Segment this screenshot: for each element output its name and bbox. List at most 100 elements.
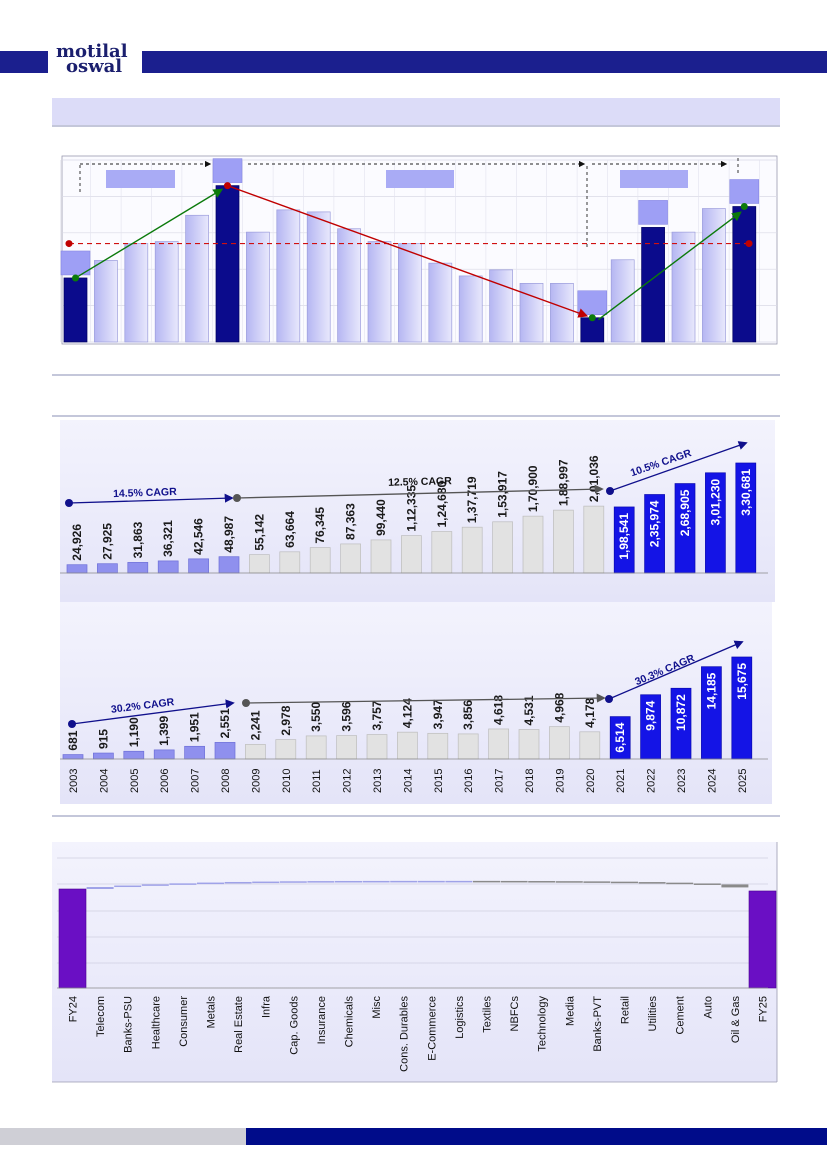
chart4-x-tick-label: Oil & Gas: [730, 996, 742, 1044]
chart3-value-label: 2,241: [248, 710, 262, 740]
chart1-average-dot: [65, 240, 73, 248]
chart4-bar: [86, 887, 114, 889]
chart3-bar: [62, 754, 84, 760]
section-heading-strip: [52, 98, 780, 125]
chart3-bar: [457, 733, 479, 760]
chart2-value-label: 27,925: [100, 523, 114, 560]
brand-line2: oswal: [66, 56, 123, 77]
chart2-cagr-label: 12.5% CAGR: [388, 475, 452, 489]
chart1-bar: [63, 277, 88, 343]
chart3-x-tick-label: 2019: [554, 769, 566, 793]
chart3-value-label: 915: [96, 729, 110, 749]
chart1-point: [740, 203, 748, 211]
chart1-bar: [276, 209, 301, 343]
chart1-bar: [580, 317, 605, 343]
chart3-value-label: 3,757: [370, 700, 384, 730]
chart4-x-tick-label: Logistics: [454, 996, 466, 1039]
chart3-value-label: 4,618: [492, 695, 506, 725]
chart2-bar: [309, 547, 331, 574]
chart3-value-label: 1,399: [157, 716, 171, 746]
chart2-bar: [340, 543, 361, 574]
chart2-cagr-arrow: [236, 484, 604, 499]
chart3-value-label: 9,874: [644, 700, 658, 730]
chart4-bar: [362, 880, 390, 883]
chart2-bar: [370, 539, 392, 574]
chart3-value-label: 15,675: [735, 663, 749, 700]
chart2-bar: [218, 556, 240, 574]
chart3-x-tick-label: 2024: [706, 769, 718, 793]
chart2-bar: [431, 531, 453, 574]
chart3-value-label: 4,178: [583, 697, 597, 727]
chart3-x-tick-label: 2005: [129, 769, 141, 793]
chart2-value-label: 1,88,997: [556, 459, 570, 506]
chart2-value-label: 48,987: [222, 516, 236, 553]
chart1-point: [588, 314, 596, 322]
chart4-x-tick-label: Misc: [371, 996, 383, 1019]
chart2-value-label: 76,345: [313, 507, 327, 544]
chart4-x-tick-label: Real Estate: [233, 996, 245, 1053]
chart3-x-tick-label: 2016: [463, 769, 475, 793]
chart4-x-tick-label: Chemicals: [344, 996, 356, 1048]
chart1-bar: [185, 214, 209, 343]
chart3-value-label: 681: [66, 730, 80, 750]
chart2-value-label: 3,30,681: [739, 469, 753, 516]
chart2-value-label: 99,440: [374, 499, 388, 536]
brand-line1: motilal: [56, 41, 128, 62]
chart4-bar: [473, 880, 500, 883]
chart4-x-tick-label: Auto: [702, 996, 714, 1019]
chart1-bar: [489, 269, 513, 343]
chart4-bar: [611, 881, 638, 884]
chart2-value-label: 36,321: [161, 520, 175, 557]
chart3-value-label: 2,551: [218, 708, 232, 738]
chart4-bar: [224, 881, 252, 884]
chart1-average-dot: [745, 240, 753, 248]
chart4-x-tick-label: Cons. Durables: [399, 996, 411, 1072]
chart1-up-arrow: [597, 211, 742, 321]
chart1-bar: [550, 283, 574, 343]
chart4-bar: [583, 881, 611, 883]
chart1-bar: [94, 260, 118, 343]
chart4-x-tick-label: Insurance: [316, 996, 328, 1044]
chart2-bar: [401, 535, 422, 574]
chart1-point: [72, 274, 79, 282]
chart4-bar: [555, 881, 583, 883]
chart2-value-label: 42,546: [192, 518, 206, 555]
chart4-bar: [197, 882, 224, 885]
chart2-bar: [97, 563, 118, 574]
chart1-bar: [702, 208, 726, 343]
chart1-bar: [337, 228, 361, 343]
chart1-bar: [458, 275, 483, 343]
chart3-x-tick-label: 2018: [524, 769, 536, 793]
footer-bar-grey: [0, 1128, 246, 1145]
chart1-value-label-box: [729, 179, 760, 204]
chart4-bar: [252, 881, 280, 884]
chart2-value-label: 1,70,900: [526, 465, 540, 512]
chart3-x-tick-label: 2004: [98, 769, 110, 793]
chart2-value-label: 31,863: [131, 521, 145, 558]
chart2-bar: [583, 505, 605, 574]
chart3-value-label: 1,951: [188, 712, 202, 742]
chart4-bar: [417, 880, 445, 883]
chart2-value-label: 1,98,541: [617, 513, 631, 560]
chart1-value-label-box: [212, 158, 243, 183]
chart2-bar: [461, 526, 483, 574]
chart4-bar: [335, 880, 362, 883]
chart3-cagr-start-dot: [242, 699, 250, 707]
chart2-bar: [553, 509, 574, 574]
chart3-value-label: 3,550: [309, 702, 323, 732]
chart4-x-tick-label: Technology: [537, 996, 549, 1052]
chart3-bar: [366, 734, 388, 760]
chart4-bar: [638, 882, 666, 884]
chart2-bar: [279, 551, 301, 574]
chart3-value-label: 3,947: [431, 699, 445, 729]
chart1-bar: [398, 243, 422, 343]
chart3-cagr-arrow: [245, 693, 606, 704]
chart1-bar: [154, 241, 179, 343]
chart4-bar: [528, 881, 556, 883]
chart4-bar: [307, 881, 335, 883]
chart2-bar: [66, 564, 88, 574]
chart1-up-arrow: [75, 188, 224, 279]
chart3-bar: [549, 726, 570, 760]
chart3-x-tick-label: 2007: [190, 769, 202, 793]
chart4-x-tick-label: Banks-PSU: [123, 996, 135, 1053]
